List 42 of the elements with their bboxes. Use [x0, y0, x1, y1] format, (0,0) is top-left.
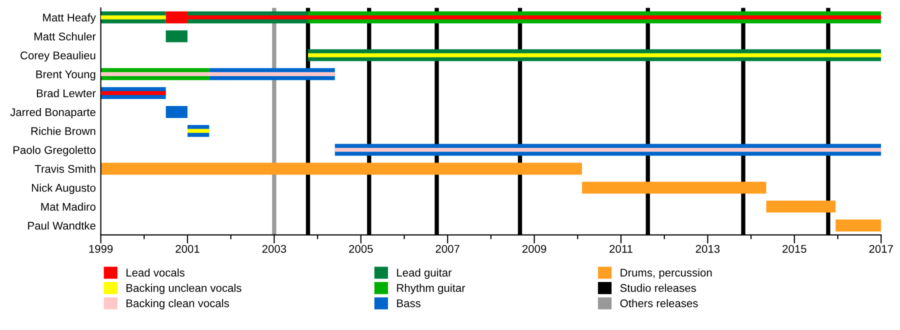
y-tick-label: Richie Brown	[31, 126, 96, 136]
bar	[166, 30, 188, 42]
x-tick-label: 2009	[522, 244, 546, 253]
legend-label: Bass	[397, 299, 420, 308]
bar	[188, 128, 210, 133]
x-tick-label: 2017	[869, 244, 893, 253]
y-tick-label: Travis Smith	[34, 164, 96, 173]
bar	[166, 106, 188, 118]
legend-label: Backing clean vocals	[126, 299, 229, 310]
legend-label: Lead guitar	[397, 268, 452, 279]
bar	[582, 182, 766, 194]
x-tick-label: 2011	[610, 244, 632, 253]
bar	[100, 162, 582, 175]
y-tick-label: Corey Beaulieu	[20, 51, 96, 62]
y-tick-label: Jarred Bonaparte	[10, 108, 96, 118]
bar	[836, 220, 882, 232]
y-tick-label: Brent Young	[36, 70, 96, 80]
bar	[308, 53, 882, 58]
legend-label: Lead vocals	[126, 268, 185, 277]
y-tick-label: Nick Augusto	[32, 184, 96, 194]
x-tick-label: 2003	[262, 244, 286, 253]
bar	[100, 72, 335, 76]
bar	[334, 148, 882, 152]
legend-label: Studio releases	[620, 284, 696, 292]
x-tick-label: 2001	[176, 244, 200, 253]
x-tick-label: 2015	[782, 244, 806, 253]
legend-label: Drums, percussion	[620, 268, 712, 279]
y-tick-label: Matt Schuler	[34, 32, 96, 40]
legend-label: Others releases	[620, 299, 698, 308]
x-tick-label: 2005	[349, 244, 373, 253]
x-tick-label: 2007	[436, 244, 460, 253]
y-tick-label: Paolo Gregoletto	[13, 146, 96, 156]
bar	[100, 15, 166, 20]
legend-label: Backing unclean vocals	[126, 284, 242, 294]
y-tick-label: Matt Heafy	[43, 13, 96, 24]
bar	[766, 200, 836, 213]
y-tick-label: Paul Wandtke	[28, 221, 96, 230]
legend-label: Rhythm guitar	[397, 284, 466, 294]
x-tick-label: 1999	[89, 244, 113, 253]
x-tick-label: 2013	[696, 244, 720, 253]
y-tick-label: Mat Madiro	[41, 202, 96, 211]
y-tick-label: Brad Lewter	[36, 89, 96, 98]
